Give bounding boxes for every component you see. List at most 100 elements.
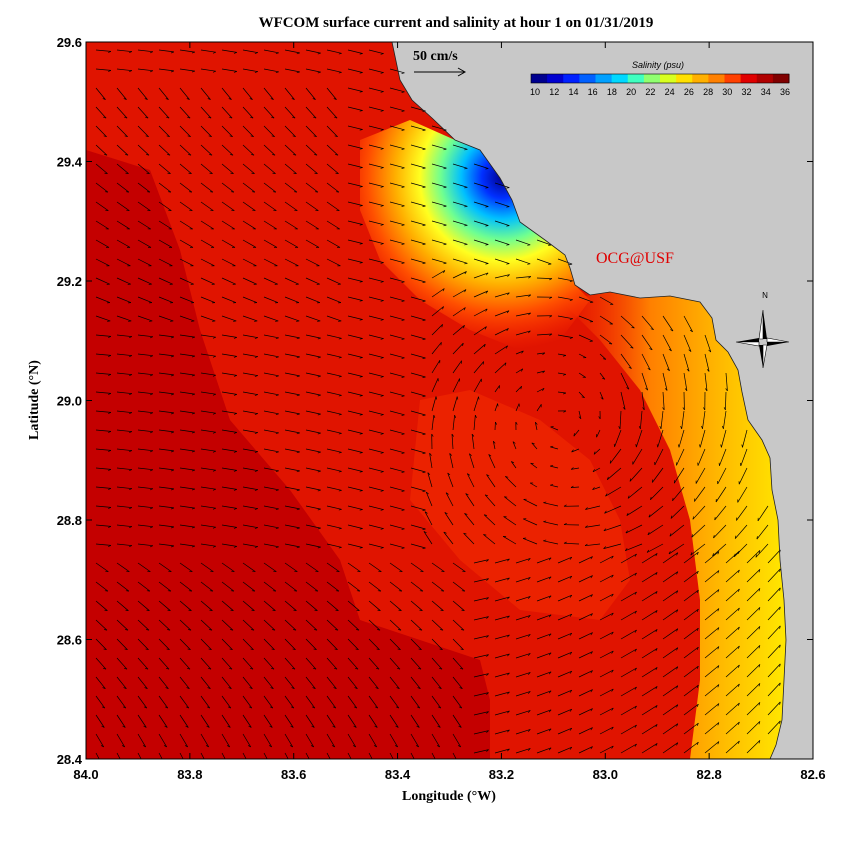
current-vector-head [426, 491, 429, 495]
current-vector [137, 562, 151, 572]
current-vector [242, 448, 258, 452]
current-vector-head [548, 633, 552, 637]
current-vector-head [520, 386, 522, 390]
current-vector [557, 651, 572, 659]
current-vector [368, 87, 384, 92]
current-vector-head [206, 706, 210, 709]
current-vector [523, 498, 538, 507]
current-vector [347, 505, 363, 510]
current-vector-head [359, 490, 363, 492]
current-vector-head [250, 116, 254, 119]
current-vector [263, 448, 279, 453]
current-vector [95, 467, 111, 470]
credit-text: OCG@USF [596, 250, 674, 267]
current-vector-head [486, 578, 489, 581]
current-vector [704, 684, 720, 697]
current-vector [389, 733, 399, 748]
current-vector-head [129, 70, 133, 73]
current-vector-head [272, 629, 276, 631]
current-vector-head [435, 396, 438, 400]
current-vector [368, 752, 373, 759]
current-vector [683, 570, 699, 583]
current-vector [767, 587, 781, 602]
current-vector-head [542, 388, 545, 391]
current-vector [263, 277, 278, 285]
current-vector [473, 749, 489, 754]
current-vector-head [398, 609, 402, 612]
current-vector-head [313, 648, 317, 651]
current-vector-head [191, 336, 196, 339]
current-vector-head [380, 148, 384, 150]
current-vector-head [317, 337, 321, 340]
current-vector-head [655, 705, 658, 709]
current-vector-head [483, 344, 486, 348]
current-vector [662, 666, 678, 678]
current-vector-head [650, 496, 652, 500]
current-vector-head [779, 663, 781, 667]
current-vector [137, 695, 148, 709]
current-vector-head [275, 394, 279, 397]
current-vector [326, 391, 342, 396]
current-vector-head [101, 725, 105, 728]
current-vector-head [145, 116, 149, 119]
current-vector [557, 315, 573, 320]
current-vector [635, 429, 643, 448]
current-vector [305, 695, 316, 709]
current-vector-head [149, 507, 154, 510]
current-vector [179, 353, 195, 357]
current-vector [305, 752, 310, 759]
current-vector [410, 562, 424, 572]
current-vector-head [738, 645, 740, 649]
current-vector-head [334, 135, 338, 138]
current-vector [494, 220, 510, 226]
current-vector-head [338, 356, 342, 359]
current-vector [200, 353, 216, 357]
current-vector-head [108, 336, 112, 338]
current-vector [389, 391, 405, 397]
current-vector [347, 125, 363, 130]
current-vector [263, 182, 277, 193]
current-vector [368, 619, 381, 631]
current-vector-head [618, 426, 621, 430]
current-vector-head [149, 526, 154, 529]
current-vector [536, 576, 552, 583]
current-vector [284, 315, 300, 322]
current-vector-head [380, 205, 384, 207]
current-vector [563, 542, 580, 545]
current-vector [557, 708, 572, 716]
current-vector-head [129, 336, 133, 339]
current-vector [578, 353, 587, 359]
current-vector-head [310, 745, 314, 748]
current-vector-head [296, 489, 300, 492]
current-vector-head [233, 489, 237, 491]
x-tick-label: 82.8 [696, 767, 721, 782]
current-vector [95, 638, 107, 650]
current-vector [647, 524, 664, 536]
current-vector [200, 277, 215, 285]
current-vector [116, 201, 130, 211]
current-vector [483, 514, 496, 526]
current-vector-head [395, 765, 398, 767]
current-vector [473, 361, 484, 374]
current-vector [515, 276, 531, 279]
current-vector-head [380, 414, 384, 416]
current-vector [620, 572, 637, 583]
current-vector [158, 334, 174, 338]
current-vector-head [527, 263, 531, 265]
current-vector-head [129, 450, 133, 453]
current-vector [473, 308, 488, 317]
current-vector-head [275, 52, 279, 55]
current-vector [725, 372, 728, 391]
current-vector-head [209, 609, 213, 612]
current-vector-head [401, 205, 405, 207]
current-vector [650, 486, 664, 501]
current-vector-head [758, 721, 761, 725]
current-vector [305, 429, 321, 434]
current-vector [681, 410, 685, 429]
current-vector-head [170, 431, 175, 434]
current-vector [389, 68, 405, 74]
current-vector-head [149, 355, 154, 358]
current-vector [452, 415, 455, 431]
current-vector [116, 505, 132, 508]
current-vector [137, 619, 150, 631]
